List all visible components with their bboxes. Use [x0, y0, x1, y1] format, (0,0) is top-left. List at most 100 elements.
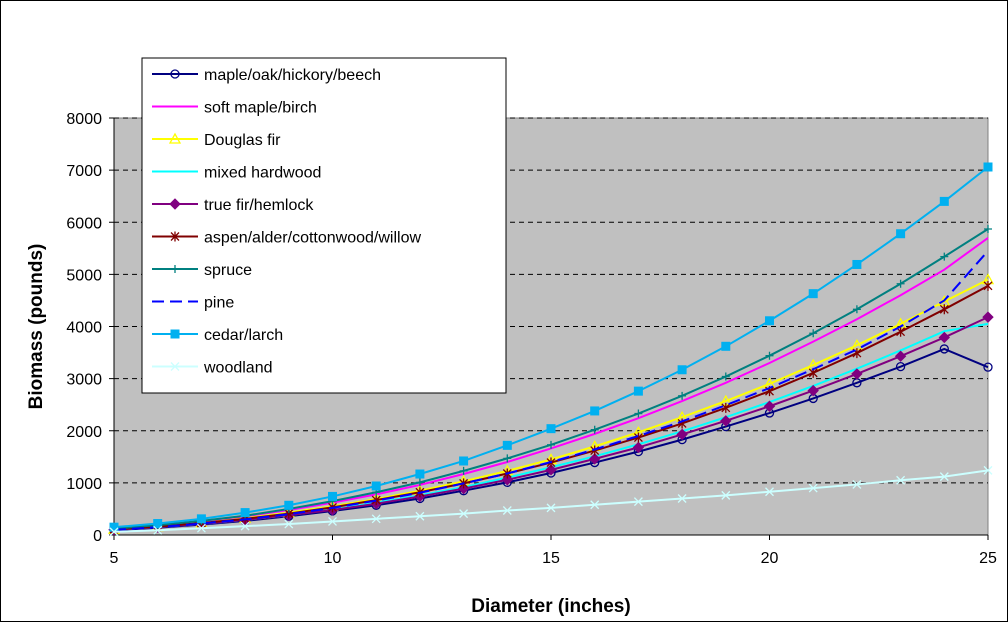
legend-item: cedar/larch [152, 327, 283, 344]
marker-square [459, 456, 469, 466]
legend-label: true fir/hemlock [204, 197, 314, 214]
y-tick-label: 3000 [66, 372, 102, 389]
marker-x [590, 500, 600, 510]
marker-diamond [545, 464, 557, 476]
series-cedar-larch [109, 162, 993, 532]
marker-plus [678, 391, 687, 400]
x-tick-label: 25 [979, 550, 997, 567]
marker-x [939, 472, 949, 482]
marker-plus [852, 305, 861, 314]
marker-diamond [720, 415, 732, 427]
marker-square [546, 424, 556, 434]
y-tick-label: 5000 [66, 267, 102, 284]
legend-item: mixed hardwood [152, 165, 321, 182]
marker-square [808, 289, 818, 299]
y-tick-label: 2000 [66, 424, 102, 441]
series-woodland [109, 465, 993, 537]
legend-label: Douglas fir [204, 132, 281, 149]
marker-star [721, 402, 731, 413]
marker-x [677, 494, 687, 503]
marker-star [983, 280, 993, 291]
marker-square [284, 500, 294, 510]
marker-star [633, 432, 643, 443]
marker-plus [415, 478, 424, 487]
legend-item: woodland [152, 360, 273, 377]
marker-diamond [982, 311, 994, 323]
legend-item: spruce [152, 262, 252, 279]
y-tick-label: 7000 [66, 163, 102, 180]
y-tick-label: 8000 [66, 111, 102, 128]
marker-square [677, 365, 687, 375]
marker-square [240, 508, 250, 518]
marker-x [852, 479, 862, 489]
marker-square [196, 514, 206, 524]
marker-square [153, 519, 163, 529]
marker-x [765, 487, 774, 497]
marker-circle [895, 361, 906, 372]
marker-square [983, 162, 993, 172]
marker-star [371, 495, 381, 506]
marker-triangle [168, 132, 182, 144]
marker-diamond [588, 453, 601, 465]
marker-plus [940, 252, 949, 261]
marker-plus [765, 351, 774, 360]
marker-diamond [851, 368, 863, 380]
marker-x [415, 511, 425, 521]
legend-item: true fir/hemlock [152, 197, 314, 214]
marker-x [459, 509, 469, 519]
marker-x [109, 527, 119, 537]
marker-circle [170, 69, 180, 79]
legend-label: maple/oak/hickory/beech [204, 67, 381, 84]
x-tick-label: 5 [110, 550, 119, 567]
marker-diamond [763, 400, 776, 412]
marker-plus [503, 454, 512, 463]
marker-plus [896, 279, 905, 288]
marker-plus [547, 440, 555, 449]
legend-item: pine [152, 295, 234, 312]
legend-label: aspen/alder/cottonwood/willow [204, 230, 421, 247]
marker-x [240, 521, 250, 531]
marker-plus [634, 409, 643, 418]
legend-box [141, 57, 507, 394]
marker-x [983, 465, 993, 475]
marker-plus [590, 425, 599, 434]
marker-square [939, 196, 949, 206]
x-tick-label: 15 [542, 550, 560, 567]
x-axis-title: Diameter (inches) [471, 596, 630, 617]
marker-circle [939, 344, 949, 354]
x-tick-label: 20 [761, 550, 779, 567]
marker-square [590, 406, 600, 416]
marker-square [170, 329, 180, 339]
marker-square [502, 440, 512, 450]
y-axis-title: Biomass (pounds) [26, 244, 47, 410]
marker-plus [459, 466, 468, 475]
legend: maple/oak/hickory/beech soft maple/birch D… [141, 57, 507, 394]
marker-diamond [632, 441, 645, 454]
marker-x [371, 514, 381, 524]
marker-diamond [676, 428, 688, 441]
marker-x [896, 475, 906, 485]
marker-diamond [807, 384, 819, 397]
marker-x [153, 525, 163, 535]
legend-label: cedar/larch [204, 327, 283, 344]
marker-square [852, 259, 862, 269]
y-tick-label: 6000 [66, 215, 102, 232]
legend-item: soft maple/birch [152, 100, 317, 117]
marker-diamond [938, 331, 951, 344]
marker-x [196, 523, 206, 533]
marker-plus [984, 225, 992, 234]
legend-label: soft maple/birch [204, 100, 317, 117]
marker-x [721, 490, 731, 500]
marker-square [415, 469, 425, 479]
legend-label: mixed hardwood [204, 165, 321, 182]
legend-label: woodland [203, 360, 273, 377]
marker-square [633, 386, 643, 396]
marker-square [765, 316, 774, 326]
marker-x [633, 497, 643, 507]
marker-diamond [894, 350, 907, 362]
y-tick-label: 4000 [66, 320, 102, 337]
marker-square [896, 229, 906, 239]
marker-square [721, 341, 731, 351]
marker-square [328, 491, 337, 501]
